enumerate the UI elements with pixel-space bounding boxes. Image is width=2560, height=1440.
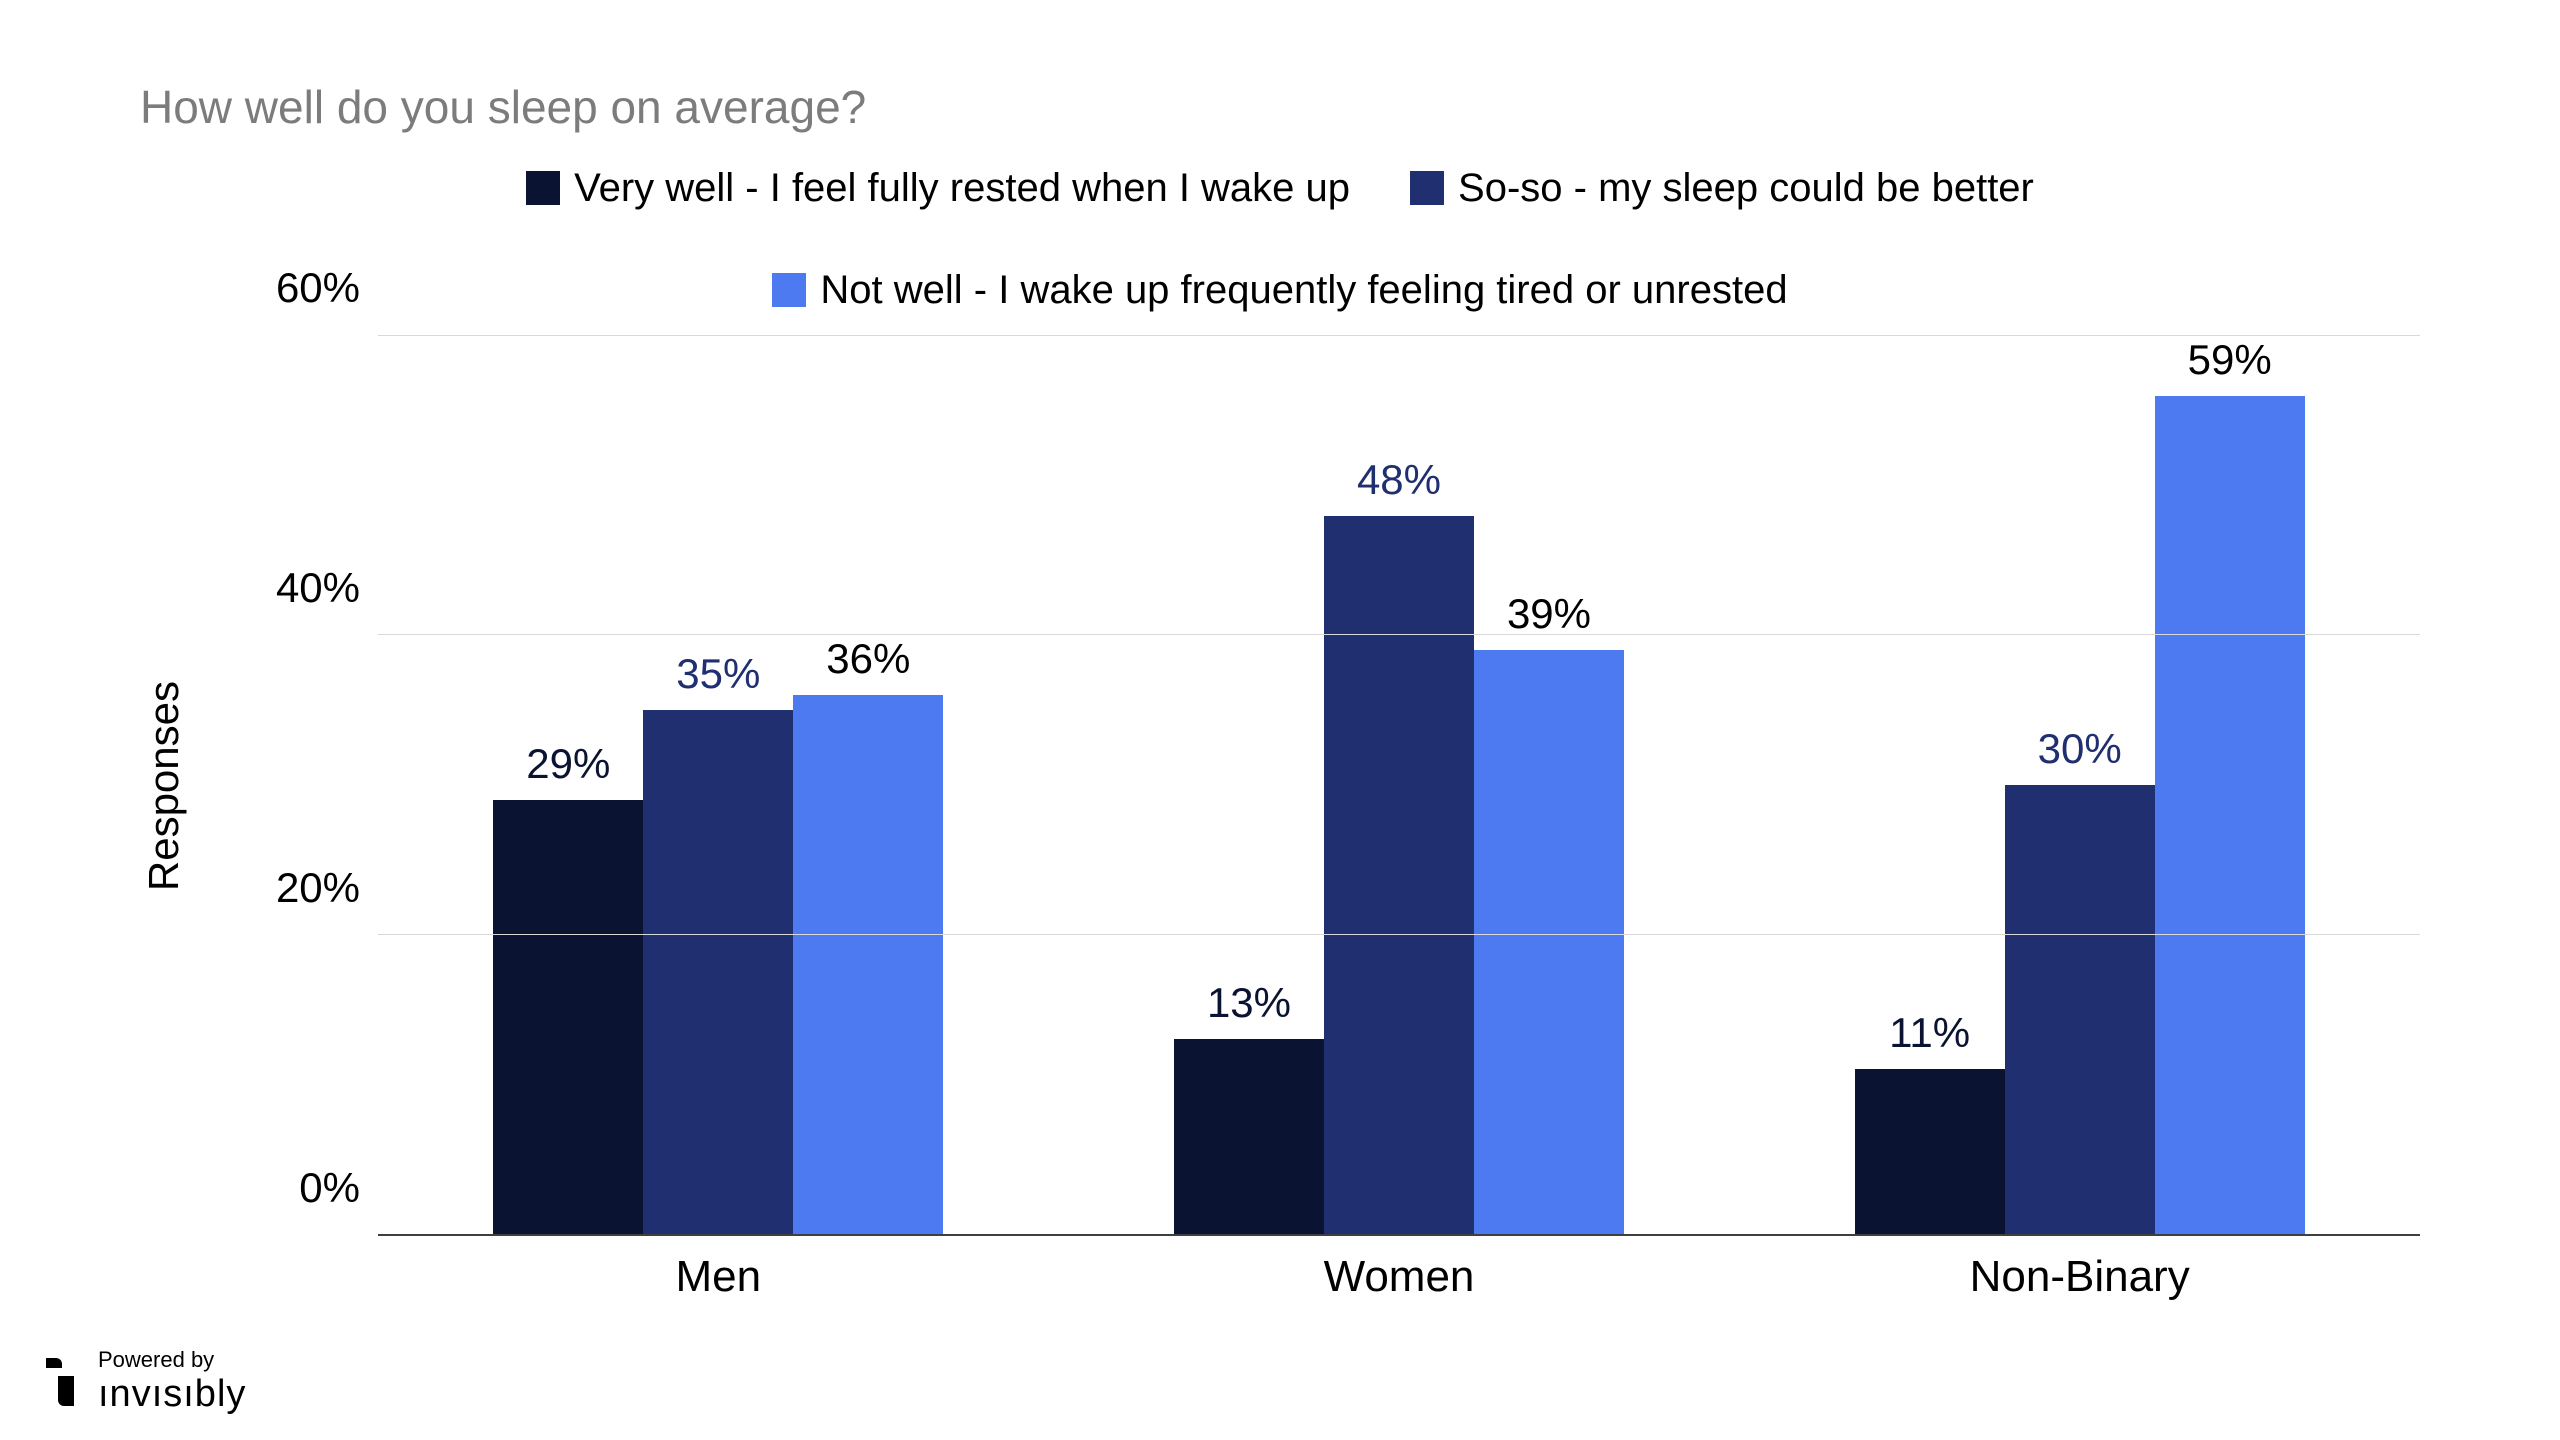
bar-value-label: 30% [2038, 725, 2122, 773]
chart-title: How well do you sleep on average? [140, 80, 2420, 134]
bar-rect [1324, 516, 1474, 1234]
bar-value-label: 59% [2188, 336, 2272, 384]
gridline [378, 634, 2420, 635]
bar: 30% [2005, 336, 2155, 1234]
y-axis-label: Responses [140, 681, 188, 891]
plot-area: Responses 0%20%40%60% 29%35%36%13%48%39%… [140, 336, 2420, 1236]
bar-rect [2005, 785, 2155, 1234]
bar-group: 11% 30% 59% [1855, 336, 2305, 1234]
bar: 48% [1324, 336, 1474, 1234]
bar: 13% [1174, 336, 1324, 1234]
gridline [378, 934, 2420, 935]
bar-value-label: 35% [676, 650, 760, 698]
y-tick-label: 60% [276, 264, 360, 312]
chart-legend: Very well - I feel fully rested when I w… [140, 162, 2420, 316]
y-tick-label: 0% [299, 1164, 360, 1212]
bar: 35% [643, 336, 793, 1234]
sleep-quality-chart: How well do you sleep on average? Very w… [140, 80, 2420, 1300]
legend-item-not-well: Not well - I wake up frequently feeling … [260, 264, 2300, 316]
legend-label: Not well - I wake up frequently feeling … [820, 264, 1787, 316]
x-axis: MenWomenNon-Binary [378, 1252, 2420, 1302]
y-tick-label: 40% [276, 564, 360, 612]
bar-rect [793, 695, 943, 1234]
bar: 39% [1474, 336, 1624, 1234]
bar: 29% [493, 336, 643, 1234]
bar-value-label: 48% [1357, 456, 1441, 504]
bar: 59% [2155, 336, 2305, 1234]
bar-rect [1855, 1069, 2005, 1234]
legend-item-so-so: So-so - my sleep could be better [1410, 162, 2034, 214]
bar-value-label: 13% [1207, 979, 1291, 1027]
bar-value-label: 11% [1889, 1009, 1970, 1057]
bar-groups: 29% 35% 36% 13% 48% 39% 11% 30% 59% [378, 336, 2420, 1234]
y-axis: 0%20%40%60% [228, 336, 378, 1236]
legend-label: So-so - my sleep could be better [1458, 162, 2034, 214]
bar-rect [1474, 650, 1624, 1234]
gridline [378, 335, 2420, 336]
bar-rect [1174, 1039, 1324, 1234]
legend-swatch [772, 273, 806, 307]
bar: 11% [1855, 336, 2005, 1234]
brand-name: ınvısıbly [98, 1373, 246, 1416]
bar-rect [2155, 396, 2305, 1234]
branding: Powered by ınvısıbly [40, 1347, 246, 1416]
bar-rect [493, 800, 643, 1234]
brand-icon [40, 1356, 80, 1408]
plot: 29% 35% 36% 13% 48% 39% 11% 30% 59% [378, 336, 2420, 1236]
legend-swatch [526, 171, 560, 205]
bar: 36% [793, 336, 943, 1234]
bar-group: 13% 48% 39% [1174, 336, 1624, 1234]
powered-by-label: Powered by [98, 1347, 246, 1373]
bar-group: 29% 35% 36% [493, 336, 943, 1234]
x-category-label: Men [378, 1252, 1059, 1302]
legend-label: Very well - I feel fully rested when I w… [574, 162, 1350, 214]
bar-rect [643, 710, 793, 1234]
legend-swatch [1410, 171, 1444, 205]
bar-value-label: 29% [526, 740, 610, 788]
y-tick-label: 20% [276, 864, 360, 912]
x-category-label: Non-Binary [1739, 1252, 2420, 1302]
legend-item-very-well: Very well - I feel fully rested when I w… [526, 162, 1350, 214]
x-category-label: Women [1059, 1252, 1740, 1302]
brand-text: Powered by ınvısıbly [98, 1347, 246, 1416]
bar-value-label: 39% [1507, 590, 1591, 638]
bar-value-label: 36% [826, 635, 910, 683]
